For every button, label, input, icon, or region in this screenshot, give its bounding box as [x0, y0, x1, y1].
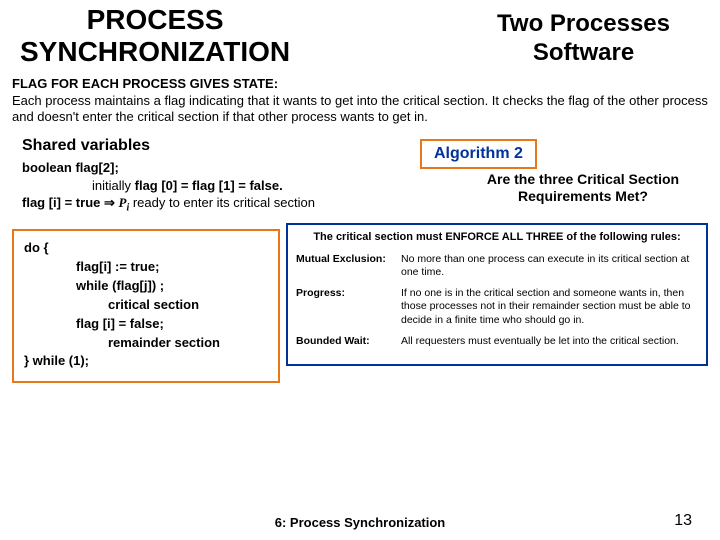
- rule2-label: Progress:: [296, 287, 401, 326]
- rule-row-3: Bounded Wait: All requesters must eventu…: [296, 335, 698, 348]
- shared-heading: Shared variables: [22, 137, 708, 155]
- title-left: PROCESS SYNCHRONIZATION: [20, 4, 290, 68]
- rules-box: The critical section must ENFORCE ALL TH…: [286, 223, 708, 366]
- rule-row-2: Progress: If no one is in the critical s…: [296, 287, 698, 326]
- code-l5: flag [i] = false;: [76, 315, 268, 334]
- rules-title: The critical section must ENFORCE ALL TH…: [296, 231, 698, 245]
- code-l3: while (flag[j]) ;: [76, 277, 268, 296]
- title-right: Two Processes Software: [497, 4, 700, 68]
- rule3-label: Bounded Wait:: [296, 335, 401, 348]
- question-line1: Are the three Critical Section: [468, 171, 698, 188]
- lower-section: do { flag[i] := true; while (flag[j]) ; …: [0, 223, 720, 383]
- code-l4: critical section: [108, 296, 268, 315]
- requirements-question: Are the three Critical Section Requireme…: [468, 171, 698, 205]
- title-left-line2: SYNCHRONIZATION: [20, 36, 290, 68]
- mid-section: Shared variables boolean flag[2]; initia…: [0, 137, 720, 215]
- rule1-text: No more than one process can execute in …: [401, 253, 698, 279]
- footer-text: 6: Process Synchronization: [0, 515, 720, 530]
- code-l1: do {: [24, 239, 268, 258]
- intro-heading: FLAG FOR EACH PROCESS GIVES STATE:: [12, 76, 708, 92]
- intro-body: Each process maintains a flag indicating…: [12, 93, 708, 126]
- rule2-text: If no one is in the critical section and…: [401, 287, 698, 326]
- rule1-label: Mutual Exclusion:: [296, 253, 401, 279]
- rule3-text: All requesters must eventually be let in…: [401, 335, 698, 348]
- header: PROCESS SYNCHRONIZATION Two Processes So…: [0, 0, 720, 74]
- intro-section: FLAG FOR EACH PROCESS GIVES STATE: Each …: [0, 74, 720, 133]
- code-box: do { flag[i] := true; while (flag[j]) ; …: [12, 229, 280, 383]
- page-number: 13: [674, 512, 692, 530]
- rule-row-1: Mutual Exclusion: No more than one proce…: [296, 253, 698, 279]
- title-left-line1: PROCESS: [20, 4, 290, 36]
- code-l7: } while (1);: [24, 352, 268, 371]
- title-right-line1: Two Processes: [497, 10, 670, 39]
- title-right-line2: Software: [497, 39, 670, 68]
- algorithm-badge: Algorithm 2: [420, 139, 537, 169]
- code-l6: remainder section: [108, 334, 268, 353]
- code-l2: flag[i] := true;: [76, 258, 268, 277]
- question-line2: Requirements Met?: [468, 188, 698, 205]
